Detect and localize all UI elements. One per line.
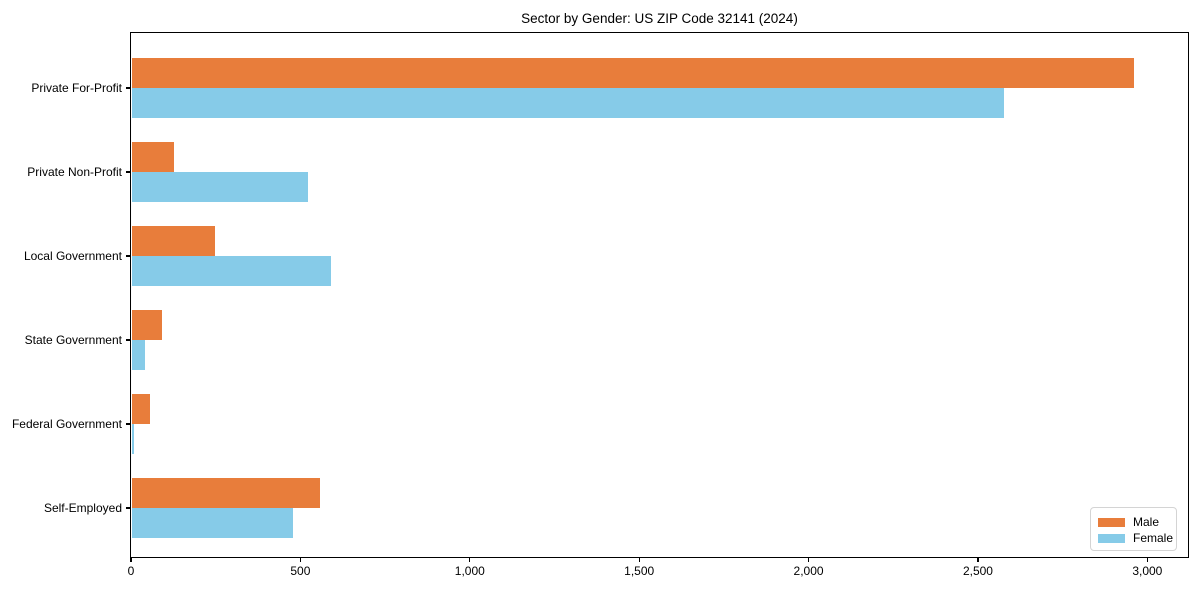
xtick-label-2000: 2,000 <box>793 564 824 578</box>
xtick-mark <box>299 557 302 562</box>
xtick-mark <box>469 557 471 562</box>
xtick-mark <box>130 557 132 562</box>
legend: Male Female <box>1090 507 1177 551</box>
female-swatch <box>1098 533 1125 543</box>
chart-title: Sector by Gender: US ZIP Code 32141 (202… <box>521 11 798 26</box>
bar-female-federal-government <box>131 424 134 454</box>
ytick-label-private-for-profit: Private For-Profit <box>31 81 122 95</box>
bar-female-self-employed <box>131 508 294 538</box>
male-swatch <box>1098 517 1125 527</box>
bar-female-private-non-profit <box>131 172 308 202</box>
legend-label-female: Female <box>1133 531 1174 545</box>
plot-area <box>130 32 1189 558</box>
ytick-mark <box>126 171 131 173</box>
bar-male-state-government <box>131 310 162 340</box>
ytick-mark <box>126 423 131 425</box>
xtick-label-1000: 1,000 <box>454 564 485 578</box>
ytick-label-state-government: State Government <box>24 333 122 347</box>
xtick-mark <box>977 557 979 562</box>
ytick-mark <box>126 87 131 89</box>
bar-female-local-government <box>131 256 332 286</box>
xtick-label-3000: 3,000 <box>1132 564 1163 578</box>
bar-female-state-government <box>131 340 146 370</box>
ytick-mark <box>126 507 131 509</box>
bar-male-private-non-profit <box>131 142 174 172</box>
xtick-mark <box>807 557 810 562</box>
ytick-label-local-government: Local Government <box>23 249 122 263</box>
xtick-mark <box>638 557 640 562</box>
legend-label-male: Male <box>1133 515 1160 529</box>
bar-female-private-for-profit <box>131 88 1004 118</box>
bar-male-self-employed <box>131 478 320 508</box>
ytick-label-self-employed: Self-Employed <box>43 501 122 515</box>
xtick-mark <box>1146 557 1148 562</box>
xtick-label-500: 500 <box>290 564 311 578</box>
xtick-label-0: 0 <box>127 564 135 578</box>
bar-male-federal-government <box>131 394 151 424</box>
ytick-label-federal-government: Federal Government <box>11 417 122 431</box>
legend-item-male: Male <box>1098 514 1176 530</box>
ytick-mark <box>126 339 131 341</box>
ytick-mark <box>126 255 131 257</box>
legend-item-female: Female <box>1098 530 1176 546</box>
bar-male-private-for-profit <box>131 58 1135 88</box>
xtick-label-2500: 2,500 <box>962 564 993 578</box>
bar-male-local-government <box>131 226 215 256</box>
xtick-label-1500: 1,500 <box>624 564 655 578</box>
ytick-label-private-non-profit: Private Non-Profit <box>27 165 122 179</box>
